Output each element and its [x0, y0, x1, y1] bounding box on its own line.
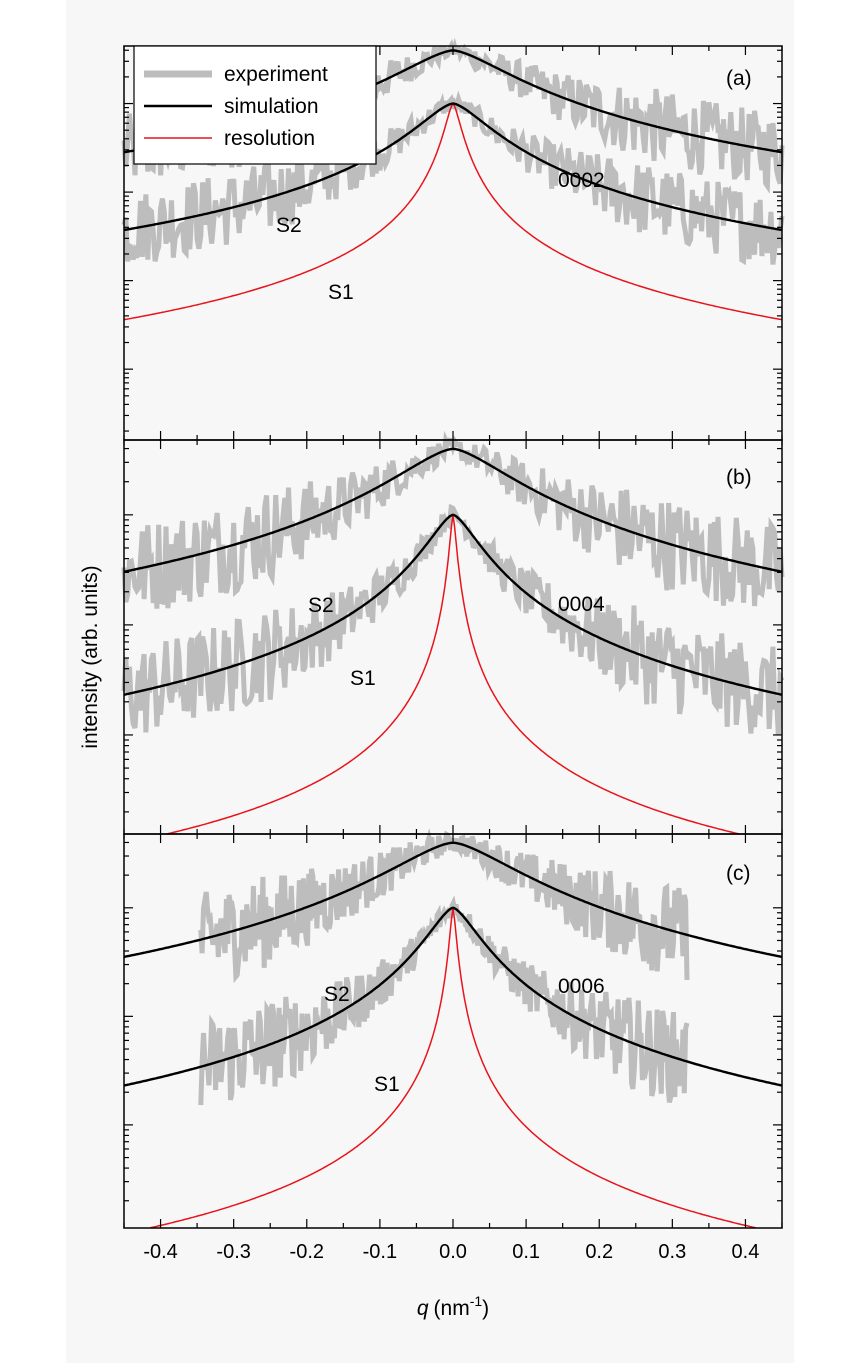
- experiment-curve-s1-0004: [121, 503, 785, 735]
- panel-0006: [123, 828, 783, 1229]
- x-axis-symbol: q: [417, 1297, 429, 1320]
- x-axis-unit-exponent: -1: [470, 1293, 483, 1309]
- curve-label-s2-b: S2: [308, 594, 334, 617]
- reflection-label-0004: 0004: [558, 593, 605, 616]
- simulation-curve-s1-0004: [123, 513, 783, 696]
- experiment-curve-s1-0002: [121, 90, 785, 266]
- x-tick-label: 0.3: [658, 1241, 686, 1263]
- curve-label-s1-c: S1: [374, 1073, 400, 1096]
- experiment-curve-s1-0006: [198, 895, 690, 1106]
- y-axis-title: intensity (arb. units): [79, 565, 102, 748]
- curve-label-s2-a: S2: [276, 214, 302, 237]
- page-margin-right: [794, 0, 860, 1363]
- legend: experiment simulation resolution: [133, 45, 377, 165]
- x-axis-unit: (nm: [434, 1297, 470, 1320]
- panel-label-b: (b): [726, 466, 752, 489]
- x-axis-unit-close: ): [482, 1297, 489, 1320]
- page-margin-left: [0, 0, 66, 1363]
- x-tick-label: 0.2: [585, 1241, 613, 1263]
- curve-label-s1-b: S1: [350, 667, 376, 690]
- x-tick-label: -0.3: [216, 1241, 250, 1263]
- x-axis-title: q (nm-1): [417, 1293, 489, 1320]
- x-tick-label: 0.0: [439, 1241, 467, 1263]
- legend-label-resolution: resolution: [224, 127, 315, 150]
- curve-label-s2-c: S2: [324, 983, 350, 1006]
- panel-label-a: (a): [726, 67, 752, 90]
- panel-label-c: (c): [726, 862, 751, 885]
- x-tick-label: 0.1: [512, 1241, 540, 1263]
- simulation-curve-s1-0002: [123, 102, 783, 232]
- legend-label-experiment: experiment: [224, 63, 328, 86]
- x-tick-label: -0.1: [363, 1241, 397, 1263]
- x-tick-label: 0.4: [732, 1241, 760, 1263]
- reflection-label-0002: 0002: [558, 169, 605, 192]
- reflection-label-0006: 0006: [558, 975, 605, 998]
- experiment-curve-s2-0006: [198, 828, 690, 984]
- x-tick-label: -0.4: [143, 1241, 177, 1263]
- x-tick-label: -0.2: [290, 1241, 324, 1263]
- legend-label-simulation: simulation: [224, 95, 319, 118]
- simulation-curve-s1-0006: [123, 906, 783, 1087]
- axes-layer: -0.4 -0.3 -0.2 -0.1 0.0 0.1 0.2 0.3 0.4: [123, 45, 783, 1263]
- curve-label-s1-a: S1: [328, 281, 354, 304]
